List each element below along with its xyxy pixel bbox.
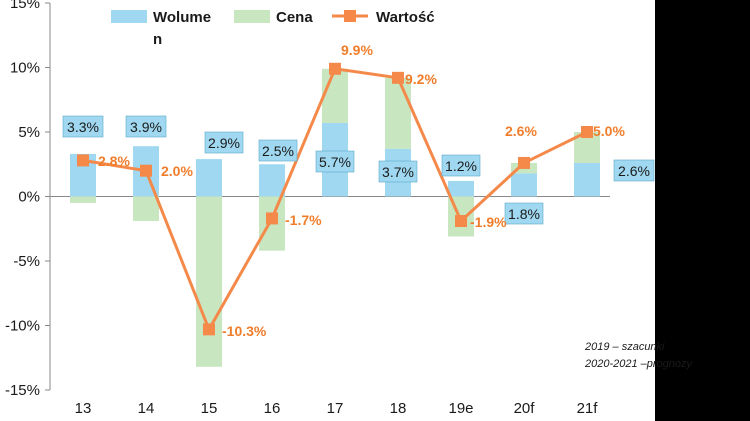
price-bar <box>385 77 411 149</box>
value-point <box>329 62 341 75</box>
annotation-estimates: 2019 – szacunki <box>584 341 665 353</box>
price-bar <box>196 196 222 367</box>
y-tick-label: 0% <box>18 189 40 206</box>
volume-bar <box>511 173 537 197</box>
volume-bar <box>448 181 474 197</box>
value-data-label: 9.2% <box>405 71 437 87</box>
annotation-forecasts: 2020-2021 –prognozy <box>584 358 694 370</box>
value-data-label: 9.9% <box>341 42 373 58</box>
annotations: 2019 – szacunki 2020-2021 –prognozy <box>584 341 694 370</box>
value-data-label: -1.9% <box>470 214 507 230</box>
y-tick-label: 15% <box>10 0 40 12</box>
y-axis: -15% -10% -5% 0% 5% 10% 15% <box>5 0 51 399</box>
value-point <box>266 212 278 225</box>
legend-swatch-price <box>234 10 270 23</box>
legend-label-volume-wrap: n <box>153 31 162 48</box>
value-point <box>392 71 404 84</box>
volume-data-label: 3.7% <box>382 164 414 180</box>
volume-label-box <box>315 150 355 173</box>
price-bar <box>322 68 348 123</box>
x-tick-label: 16 <box>264 400 281 417</box>
y-tick-label: -15% <box>5 382 40 399</box>
volume-data-label: 2.9% <box>208 135 240 151</box>
x-tick-label: 20f <box>514 400 536 417</box>
value-point <box>581 126 593 138</box>
value-point <box>140 164 152 177</box>
x-tick-label: 19e <box>448 400 473 417</box>
value-data-label: 2.6% <box>505 123 537 139</box>
right-black-panel <box>655 0 750 421</box>
x-tick-label: 13 <box>75 400 92 417</box>
y-tick-label: 5% <box>18 124 40 141</box>
volume-data-label: 3.9% <box>130 119 162 135</box>
x-axis: 13 14 15 16 17 18 19e 20f 21f <box>50 196 610 417</box>
y-tick-label: 10% <box>10 60 40 77</box>
volume-data-label: 3.3% <box>67 119 99 135</box>
volume-data-label: 5.7% <box>319 154 351 170</box>
legend-label-price: Cena <box>276 9 313 26</box>
price-bar <box>70 196 96 203</box>
value-point <box>203 323 215 336</box>
volume-label-box <box>613 159 655 182</box>
volume-bar <box>259 164 285 197</box>
volume-label-box <box>378 160 418 183</box>
value-data-label: -10.3% <box>222 323 267 339</box>
volume-bar <box>574 162 600 197</box>
volume-label-box <box>258 139 298 162</box>
x-tick-label: 18 <box>390 400 407 417</box>
value-point <box>455 215 467 228</box>
y-tick-label: -10% <box>5 318 40 335</box>
value-point <box>518 156 530 169</box>
volume-label-box <box>441 154 481 177</box>
legend-marker-value <box>344 10 356 22</box>
y-tick-label: -5% <box>13 253 40 270</box>
bars-layer <box>70 68 600 367</box>
volume-data-label: 1.8% <box>508 206 540 222</box>
price-bar <box>133 196 159 222</box>
value-data-label: 2.8% <box>98 153 130 169</box>
legend-label-value: Wartość <box>376 9 435 26</box>
x-tick-label: 21f <box>577 400 599 417</box>
volume-data-label: 2.5% <box>262 143 294 159</box>
volume-bar <box>196 159 222 197</box>
volume-label-box <box>504 202 544 225</box>
volume-label-box <box>125 115 167 138</box>
legend: Wolume n Cena Wartość <box>111 9 435 48</box>
value-data-label: -1.7% <box>285 212 322 228</box>
data-labels-layer: 3.3% 3.9% 2.9% 2.5% 5.7% 3.7% 1.2% 1.8% 2.6% 2.8%… <box>62 42 655 339</box>
volume-label-box <box>62 115 104 138</box>
legend-swatch-volume <box>111 10 147 23</box>
value-point <box>77 154 89 167</box>
volume-data-label: 1.2% <box>445 158 477 174</box>
x-tick-label: 15 <box>201 400 218 417</box>
value-data-label: 2.0% <box>161 163 193 179</box>
x-tick-label: 14 <box>138 400 155 417</box>
value-line-layer <box>77 62 593 336</box>
legend-label-volume: Wolume <box>153 9 211 26</box>
volume-label-box <box>204 131 244 154</box>
x-tick-label: 17 <box>327 400 344 417</box>
volume-data-label: 2.6% <box>618 163 650 179</box>
value-data-label: 5.0% <box>593 123 625 139</box>
